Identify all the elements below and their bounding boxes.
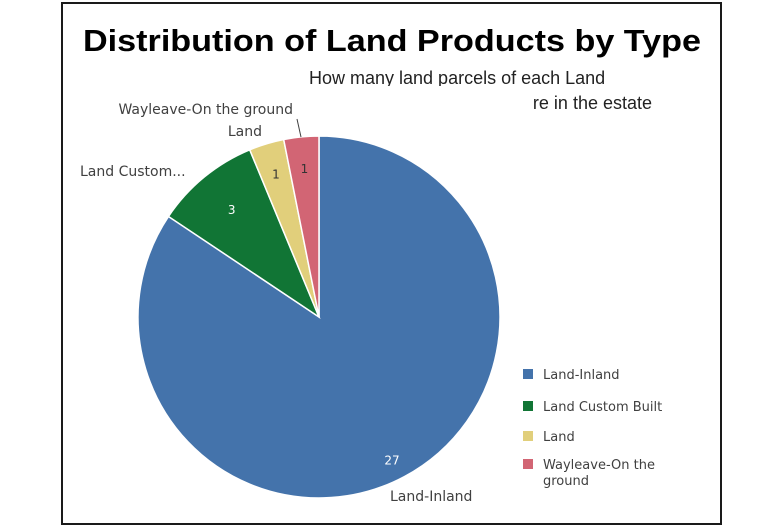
chart-frame: Distribution of Land Products by Type Ho… (61, 2, 722, 525)
chart-subtitle-line2: re in the estate (533, 93, 652, 113)
legend-label-land[interactable]: Land (543, 430, 575, 445)
data-label-land-custom-built: 3 (228, 203, 236, 217)
legend-label-land-inland[interactable]: Land-Inland (543, 368, 620, 383)
legend-swatch-land-custom-built (523, 401, 533, 411)
data-label-wayleave-on-the-ground: 1 (301, 162, 309, 176)
data-label-land: 1 (272, 167, 280, 181)
legend-swatch-wayleave-on-the-ground (523, 459, 533, 469)
legend-label-land-custom-built[interactable]: Land Custom Built (543, 400, 662, 415)
data-label-land-inland: 27 (384, 454, 399, 468)
outer-label-wayleave-on-the-ground: Wayleave-On the ground (118, 102, 293, 118)
subtitle-occluder (303, 86, 503, 116)
outer-label-land-custom-built: Land Custom... (80, 164, 186, 180)
labels-layer: 27 Land-Inland 3 Land Custom... 1 Land 1 Waylea… (80, 102, 472, 505)
legend-swatch-land-inland (523, 369, 533, 379)
chart-subtitle-line1: How many land parcels of each Land (309, 68, 605, 88)
leader-line-wayleave-on-the-ground (296, 118, 302, 138)
slices-layer (137, 135, 501, 499)
chart-title: Distribution of Land Products by Type (83, 23, 701, 58)
pie-chart: Distribution of Land Products by Type Ho… (80, 23, 701, 505)
legend-label-wayleave-on-the-ground[interactable]: Wayleave-On the ground (543, 458, 655, 489)
legend-swatch-land (523, 431, 533, 441)
pie-slice-land-custom-built[interactable] (167, 148, 321, 319)
legend: Land-Inland Land Custom Built Land Wayleave… (523, 368, 662, 489)
outer-label-land-inland: Land-Inland (390, 489, 472, 505)
outer-label-land: Land (228, 124, 262, 140)
